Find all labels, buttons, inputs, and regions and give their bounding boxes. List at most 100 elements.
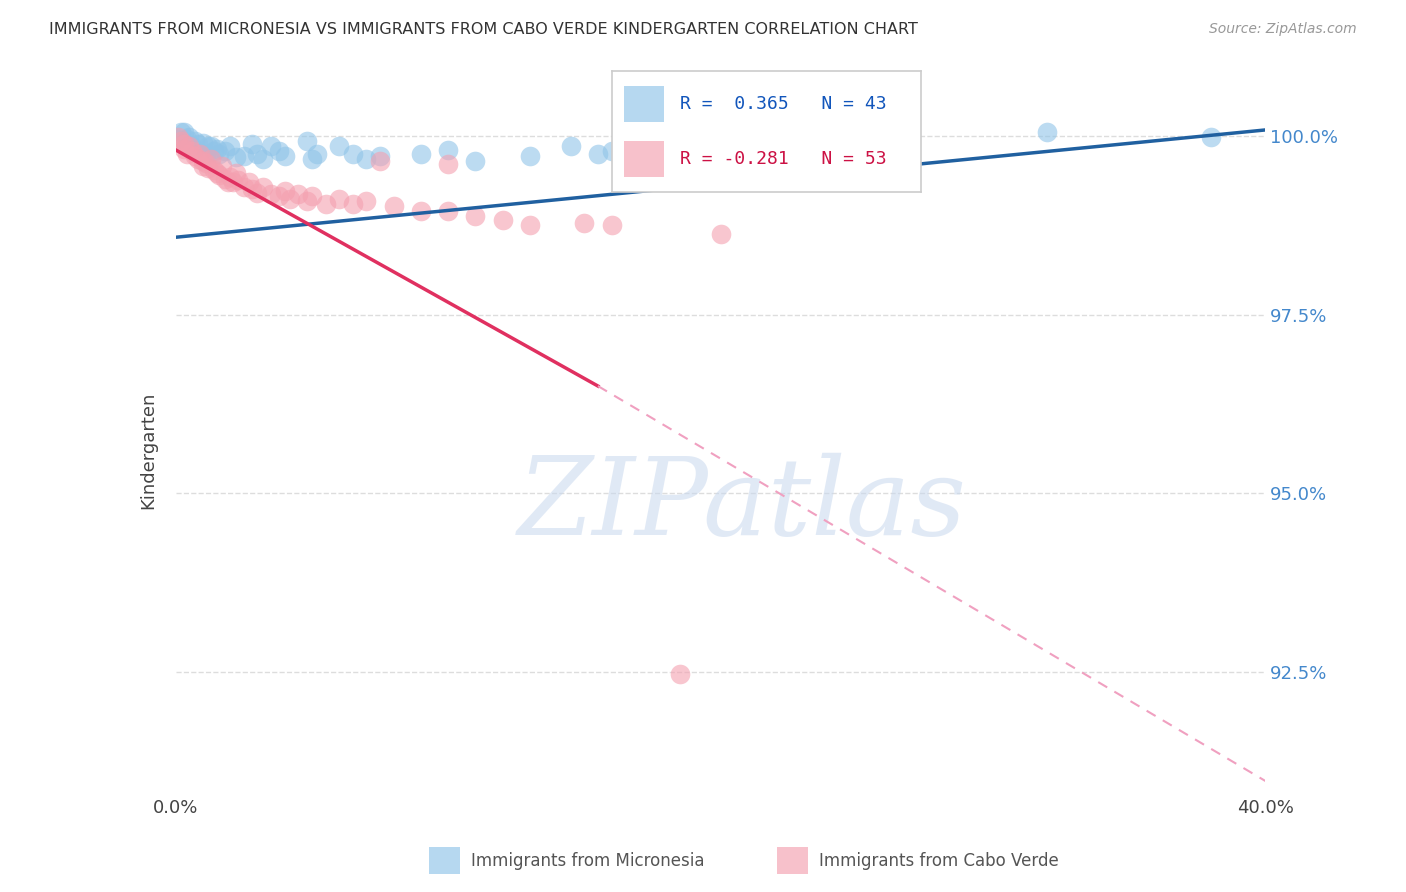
Point (409, 146, 432, 161)
Point (586, 146, 609, 161)
Point (225, 166, 247, 180)
Point (173, 137, 195, 152)
Point (437, 203, 460, 218)
Point (170, 125, 193, 139)
Point (382, 199, 405, 213)
Point (214, 145, 236, 159)
Point (560, 139, 582, 153)
Point (269, 189, 291, 203)
Point (274, 149, 297, 163)
Point (464, 153, 486, 168)
Point (342, 196, 364, 211)
Point (200, 152, 222, 166)
Point (295, 194, 318, 209)
Y-axis label: Kindergarten: Kindergarten (139, 392, 157, 509)
Point (519, 149, 541, 163)
Point (1036, 125, 1059, 139)
Point (710, 152, 733, 166)
Point (240, 137, 263, 152)
Point (278, 192, 301, 206)
Point (205, 166, 228, 180)
Point (274, 185, 297, 199)
Point (437, 157, 460, 171)
Point (186, 137, 209, 152)
Text: R =  0.365   N = 43: R = 0.365 N = 43 (679, 95, 886, 113)
Text: ZIPatlas: ZIPatlas (517, 453, 967, 558)
Point (211, 159, 233, 173)
Point (328, 139, 350, 153)
Point (188, 146, 211, 161)
Point (240, 182, 263, 196)
Point (574, 216, 596, 230)
Point (197, 161, 219, 175)
Point (232, 149, 254, 163)
Point (202, 145, 225, 159)
Text: Immigrants from Micronesia: Immigrants from Micronesia (471, 852, 704, 870)
Point (179, 139, 201, 153)
Point (205, 142, 228, 156)
Point (519, 218, 541, 232)
Point (202, 163, 225, 178)
Point (184, 134, 207, 148)
Point (252, 152, 274, 166)
Bar (624, 141, 664, 178)
Point (214, 171, 236, 186)
Point (184, 149, 207, 163)
Point (287, 187, 309, 202)
Point (232, 180, 254, 194)
Point (225, 150, 247, 164)
Point (668, 666, 690, 681)
Point (492, 213, 515, 227)
Point (173, 125, 195, 139)
Point (328, 192, 350, 206)
Point (176, 132, 198, 146)
Point (356, 194, 378, 209)
Point (217, 175, 239, 189)
Point (246, 186, 269, 200)
Text: Source: ZipAtlas.com: Source: ZipAtlas.com (1209, 22, 1357, 37)
Point (437, 143, 460, 157)
Point (167, 130, 190, 145)
Point (260, 139, 283, 153)
Point (194, 146, 217, 161)
Point (368, 153, 391, 168)
Point (409, 203, 432, 218)
Point (260, 187, 283, 202)
Text: IMMIGRANTS FROM MICRONESIA VS IMMIGRANTS FROM CABO VERDE KINDERGARTEN CORRELATIO: IMMIGRANTS FROM MICRONESIA VS IMMIGRANTS… (49, 22, 918, 37)
Point (219, 139, 242, 153)
Point (295, 134, 318, 148)
Point (181, 145, 204, 159)
Point (194, 156, 217, 170)
Point (614, 153, 637, 168)
Point (464, 209, 486, 223)
Point (315, 196, 337, 211)
Point (307, 146, 329, 161)
Bar (624, 86, 664, 122)
Point (179, 130, 201, 145)
Point (208, 168, 231, 182)
Text: Immigrants from Cabo Verde: Immigrants from Cabo Verde (820, 852, 1059, 870)
Point (368, 149, 391, 163)
Point (191, 153, 214, 168)
Point (208, 146, 231, 161)
Point (600, 145, 623, 159)
Point (186, 152, 209, 166)
Point (710, 227, 733, 242)
Point (176, 146, 198, 161)
Text: R = -0.281   N = 53: R = -0.281 N = 53 (679, 150, 886, 169)
Point (222, 175, 245, 189)
Point (252, 180, 274, 194)
Bar (778, 847, 808, 874)
Point (181, 139, 204, 153)
Point (301, 152, 323, 166)
Point (219, 170, 242, 185)
Point (167, 132, 190, 146)
Point (238, 175, 260, 189)
Point (301, 189, 323, 203)
Point (170, 134, 193, 148)
Point (356, 152, 378, 166)
Point (269, 145, 291, 159)
Point (197, 139, 219, 153)
Bar (429, 847, 460, 874)
Point (191, 136, 214, 150)
